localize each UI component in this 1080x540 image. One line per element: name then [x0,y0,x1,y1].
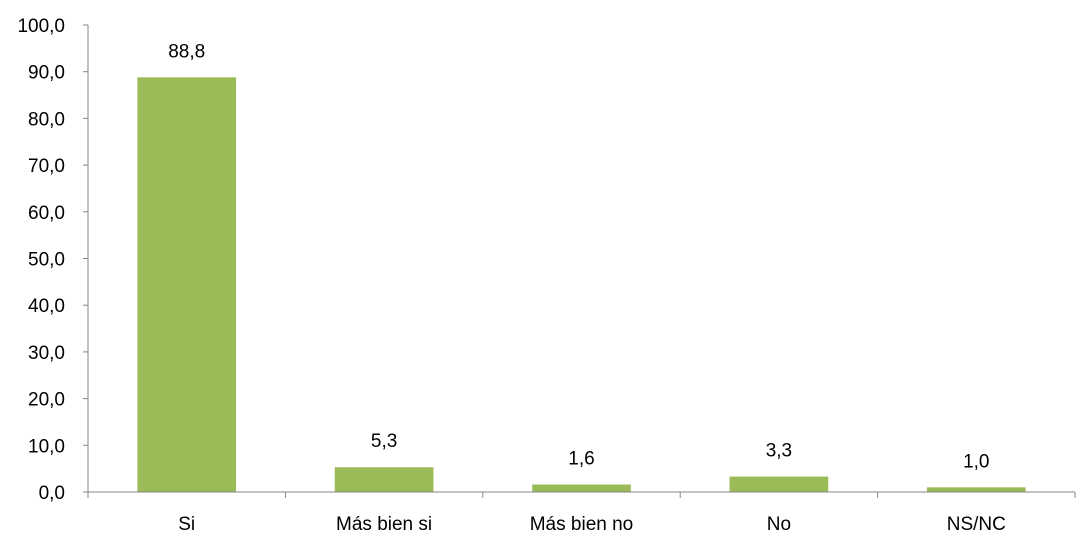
value-label: 1,6 [568,449,594,470]
x-tick-label: Más bien no [530,514,634,535]
y-tick-label: 80,0 [28,109,65,130]
y-tick-label: 30,0 [28,343,65,364]
y-tick-label: 10,0 [28,436,65,457]
value-label: 88,8 [168,41,205,62]
y-tick-label: 60,0 [28,203,65,224]
y-tick-label: 100,0 [17,16,65,37]
value-label: 3,3 [766,441,792,462]
bar-m-s-bien-si [334,467,434,492]
value-label: 1,0 [963,451,989,472]
bar-m-s-bien-no [532,484,631,492]
x-tick-label: Si [178,514,195,535]
bar-no [729,476,829,492]
bars [137,77,1026,492]
x-axis: Si Más bien si Más bien no No NS/NC [87,491,1076,535]
data-labels: 88,8 5,3 1,6 3,3 1,0 [168,41,989,472]
y-axis: 0,0 10,0 20,0 30,0 40,0 50,0 60,0 70,0 80,0 90,0 1… [17,16,89,504]
value-label: 5,3 [371,431,397,452]
x-tick-label: No [767,514,791,535]
x-tick-label: Más bien si [336,514,432,535]
bar-si [137,77,237,492]
bar-ns-nc [926,487,1026,492]
y-tick-label: 20,0 [28,390,65,411]
x-tick-label: NS/NC [947,514,1006,535]
y-tick-label: 90,0 [28,63,65,84]
y-tick-label: 50,0 [28,250,65,271]
y-tick-label: 70,0 [28,156,65,177]
y-tick-label: 40,0 [28,296,65,317]
y-tick-label: 0,0 [39,483,65,504]
